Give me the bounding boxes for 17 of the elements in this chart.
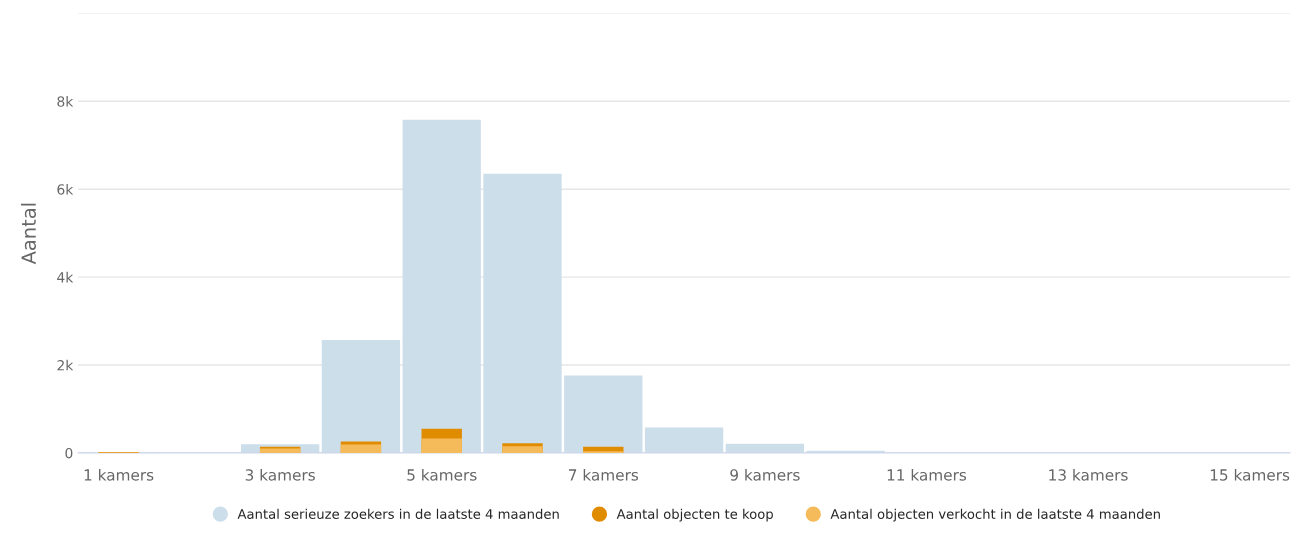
y-tick-label: 2k <box>57 359 74 371</box>
x-tick-label: 13 kamers <box>1049 468 1128 481</box>
legend-label: Aantal objecten verkocht in de laatste 4 maanden <box>830 508 1160 522</box>
x-tick-label: 7 kamers <box>569 468 639 481</box>
y-axis-title: Aantal <box>20 203 37 265</box>
y-tick-label: 0 <box>65 447 73 459</box>
x-tick-label: 15 kamers <box>1210 468 1290 481</box>
x-tick-label: 11 kamers <box>887 468 967 481</box>
y-tick-label: 8k <box>57 96 74 107</box>
x-tick-label: 5 kamers <box>407 468 477 481</box>
x-tick-label: 1 kamers <box>84 468 154 481</box>
legend-label: Aantal serieuze zoekers in de laatste 4 maanden <box>237 508 559 519</box>
x-tick-label: 3 kamers <box>245 468 315 481</box>
x-tick-label: 9 kamers <box>730 468 800 481</box>
y-tick-label: 4k <box>57 271 74 283</box>
legend-label: Aantal objecten te koop <box>616 508 773 522</box>
y-tick-label: 6k <box>57 183 74 195</box>
